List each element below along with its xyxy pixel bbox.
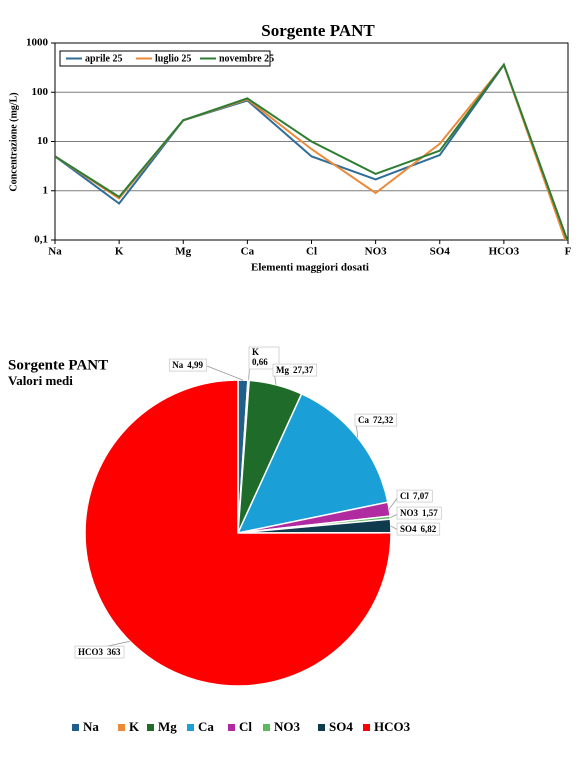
label-box <box>74 645 125 659</box>
slice-label-name: Mg <box>276 365 289 375</box>
x-tick-label: Mg <box>175 246 191 258</box>
series-line <box>55 62 568 240</box>
slice-label: Cl 7,07 <box>400 491 429 501</box>
slice-label-value: 4,99 <box>187 360 203 370</box>
slice-label-name: HCO3 <box>78 647 104 657</box>
slice-label-name: Ca <box>358 415 369 425</box>
slice-label-value: 6,82 <box>421 524 437 534</box>
legend-swatch <box>147 724 154 731</box>
slice-label-name: K <box>252 347 259 357</box>
y-tick-label: 1 <box>43 184 49 196</box>
legend-label: SO4 <box>329 719 353 734</box>
label-box <box>396 522 441 536</box>
legend-swatch <box>118 724 125 731</box>
legend-swatch <box>72 724 79 731</box>
x-axis-label: Elementi maggiori dosati <box>251 262 369 274</box>
legend-label: HCO3 <box>374 719 411 734</box>
legend-label: aprile 25 <box>85 53 123 64</box>
legend-label: novembre 25 <box>219 53 274 64</box>
label-box <box>248 346 280 370</box>
legend-swatch <box>318 724 325 731</box>
slice-label: SO4 6,82 <box>400 524 437 534</box>
x-tick-label: Ca <box>241 246 255 258</box>
x-tick-label: NO3 <box>365 246 388 258</box>
slice-label-name: Cl <box>400 491 409 501</box>
label-box <box>396 506 442 520</box>
leader-line <box>388 496 399 510</box>
x-tick-label: K <box>115 246 124 258</box>
line-title: Sorgente PANT <box>261 21 375 40</box>
label-box <box>354 413 398 427</box>
legend-label: Ca <box>198 719 214 734</box>
legend-label: Na <box>83 719 99 734</box>
slice-label: HCO3 363 <box>78 647 121 657</box>
legend-swatch <box>263 724 270 731</box>
legend-swatch <box>363 724 370 731</box>
line-chart: 0,1 1 10 100 1000 Na K Mg Ca Cl NO3 SO4 HCO3 Faprile … <box>26 37 572 258</box>
slice-label-value: 7,07 <box>413 491 429 501</box>
pie-subtitle: Valori medi <box>8 373 73 388</box>
legend-label: Mg <box>158 719 177 734</box>
series-line <box>55 62 568 240</box>
slice-label: NO3 1,57 <box>400 508 438 518</box>
series-lines <box>55 62 568 240</box>
y-tick-label: 0,1 <box>34 234 48 246</box>
y-axis-label: Concentrazione (mg/L) <box>8 92 19 191</box>
legend-box <box>59 50 271 67</box>
slice-label-name: SO4 <box>400 524 417 534</box>
label-box <box>168 358 207 372</box>
slice-label-name: Na <box>172 360 183 370</box>
y-tick-label: 1000 <box>26 37 49 49</box>
y-tick-label: 10 <box>37 135 49 147</box>
legend-swatch <box>228 724 235 731</box>
slice-label-value: 0,66 <box>252 357 268 367</box>
legend-label: NO3 <box>274 719 301 734</box>
label-box <box>396 489 433 503</box>
x-tick-label: Na <box>48 246 62 258</box>
pie-title: Sorgente PANT <box>8 357 108 373</box>
slice-label-value: 27,37 <box>293 365 314 375</box>
legend-label: Cl <box>239 719 252 734</box>
slice-label-name: NO3 <box>400 508 419 518</box>
slice-label: Mg 27,37 <box>276 365 314 375</box>
slice-label-value: 363 <box>107 647 121 657</box>
legend-label: luglio 25 <box>155 53 191 64</box>
x-tick-label: Cl <box>306 246 317 258</box>
slice-label-value: 1,57 <box>422 508 438 518</box>
slice-label: Ca 72,32 <box>358 415 394 425</box>
legend-swatch <box>187 724 194 731</box>
slice-label-value: 72,32 <box>373 415 394 425</box>
x-tick-label: HCO3 <box>489 246 520 258</box>
label-box <box>272 363 318 377</box>
pie-slice <box>84 379 392 687</box>
x-tick-label: SO4 <box>430 246 451 258</box>
slice-label: Na 4,99 <box>172 360 203 370</box>
x-tick-label: F <box>565 246 572 258</box>
y-tick-label: 100 <box>32 86 49 98</box>
leader-line <box>206 365 244 381</box>
legend-label: K <box>129 719 140 734</box>
